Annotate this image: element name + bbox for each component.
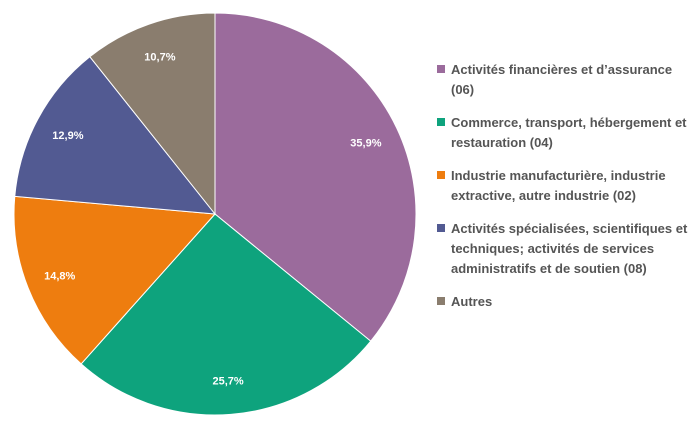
pie-slices xyxy=(13,12,417,416)
legend-swatch-4 xyxy=(437,224,445,232)
legend-item-4: Activités spécialisées, scientifiques et… xyxy=(437,219,695,279)
pie-slice-4 xyxy=(14,56,217,215)
legend-swatch-5 xyxy=(437,297,445,305)
pie-slice-5 xyxy=(89,12,216,216)
legend: Activités financières et d’assurance (06… xyxy=(437,60,695,325)
pie-slice-2 xyxy=(80,213,372,416)
legend-swatch-3 xyxy=(437,171,445,179)
slice-value-label-5: 10,7% xyxy=(144,51,175,63)
pie-slice-3 xyxy=(13,195,217,365)
pie-slice-1 xyxy=(214,12,417,342)
legend-swatch-1 xyxy=(437,65,445,73)
legend-label-1: Activités financières et d’assurance (06… xyxy=(451,62,673,97)
slice-value-label-4: 12,9% xyxy=(52,130,83,142)
legend-item-3: Industrie manufacturière, industrie extr… xyxy=(437,166,695,206)
legend-item-2: Commerce, transport, hébergement et rest… xyxy=(437,113,695,153)
pie-chart: 35,9% 25,7% 14,8% 12,9% 10,7% xyxy=(13,12,417,416)
slice-value-label-2: 25,7% xyxy=(212,376,243,388)
legend-swatch-2 xyxy=(437,118,445,126)
legend-item-1: Activités financières et d’assurance (06… xyxy=(437,60,695,100)
legend-label-5: Autres xyxy=(451,294,493,309)
pie-labels: 35,9% 25,7% 14,8% 12,9% 10,7% xyxy=(44,51,382,387)
slice-value-label-1: 35,9% xyxy=(350,137,381,149)
legend-item-5: Autres xyxy=(437,292,695,312)
slice-value-label-3: 14,8% xyxy=(44,271,75,283)
legend-label-4: Activités spécialisées, scientifiques et… xyxy=(451,221,688,276)
legend-label-3: Industrie manufacturière, industrie extr… xyxy=(451,168,666,203)
legend-label-2: Commerce, transport, hébergement et rest… xyxy=(451,115,687,150)
